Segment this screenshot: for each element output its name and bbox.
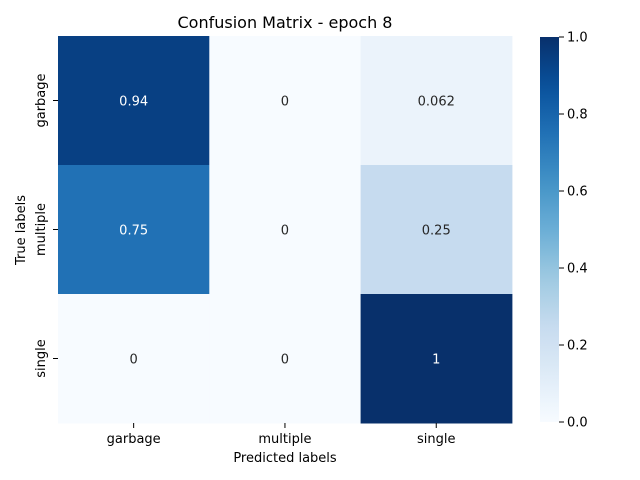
chart-title: Confusion Matrix - epoch 8 [178, 13, 393, 32]
cell-value-label: 0 [281, 95, 289, 110]
cell-value-label: 0 [130, 353, 138, 368]
heatmap-cell [360, 36, 513, 166]
heatmap-cell [58, 165, 210, 295]
x-tick-label: multiple [258, 432, 311, 447]
y-tick-label: garbage [34, 73, 49, 127]
cell-value-label: 0.94 [119, 95, 148, 110]
y-tick-label: single [34, 339, 49, 378]
colorbar-tick-label: 1.0 [567, 31, 588, 46]
colorbar-tick-label: 0.0 [567, 416, 588, 431]
cell-value-label: 0.25 [422, 224, 451, 239]
colorbar-tick-label: 0.4 [567, 262, 588, 277]
colorbar: 0.0 0.2 0.4 0.6 0.8 1.0 [540, 31, 588, 431]
cell-value-label: 0.062 [418, 95, 455, 110]
y-axis-label: True labels [14, 195, 29, 266]
x-axis-label: Predicted labels [233, 451, 337, 466]
x-axis-ticks: garbage multiple single [107, 423, 456, 447]
cell-value-label: 0.75 [119, 224, 148, 239]
x-tick-label: garbage [107, 432, 161, 447]
heatmap-cell [209, 165, 362, 295]
heatmap-cell [58, 294, 210, 424]
colorbar-tick-label: 0.8 [567, 108, 588, 123]
y-tick-label: multiple [34, 203, 49, 256]
heatmap-cell [360, 294, 513, 424]
cell-value-label: 0 [281, 224, 289, 239]
colorbar-tick-label: 0.2 [567, 339, 588, 354]
heatmap-cell [209, 36, 362, 166]
y-axis-ticks: garbage multiple single [34, 73, 58, 378]
cell-value-label: 0 [281, 353, 289, 368]
heatmap-cells: 0.94 0 0.062 0.75 0 0.25 0 0 1 [58, 36, 513, 424]
heatmap-cell [58, 36, 210, 166]
x-tick-label: single [417, 432, 456, 447]
colorbar-tick-label: 0.6 [567, 185, 588, 200]
colorbar-gradient [540, 37, 559, 422]
heatmap-cell [209, 294, 362, 424]
heatmap-cell [360, 165, 513, 295]
cell-value-label: 1 [432, 353, 440, 368]
